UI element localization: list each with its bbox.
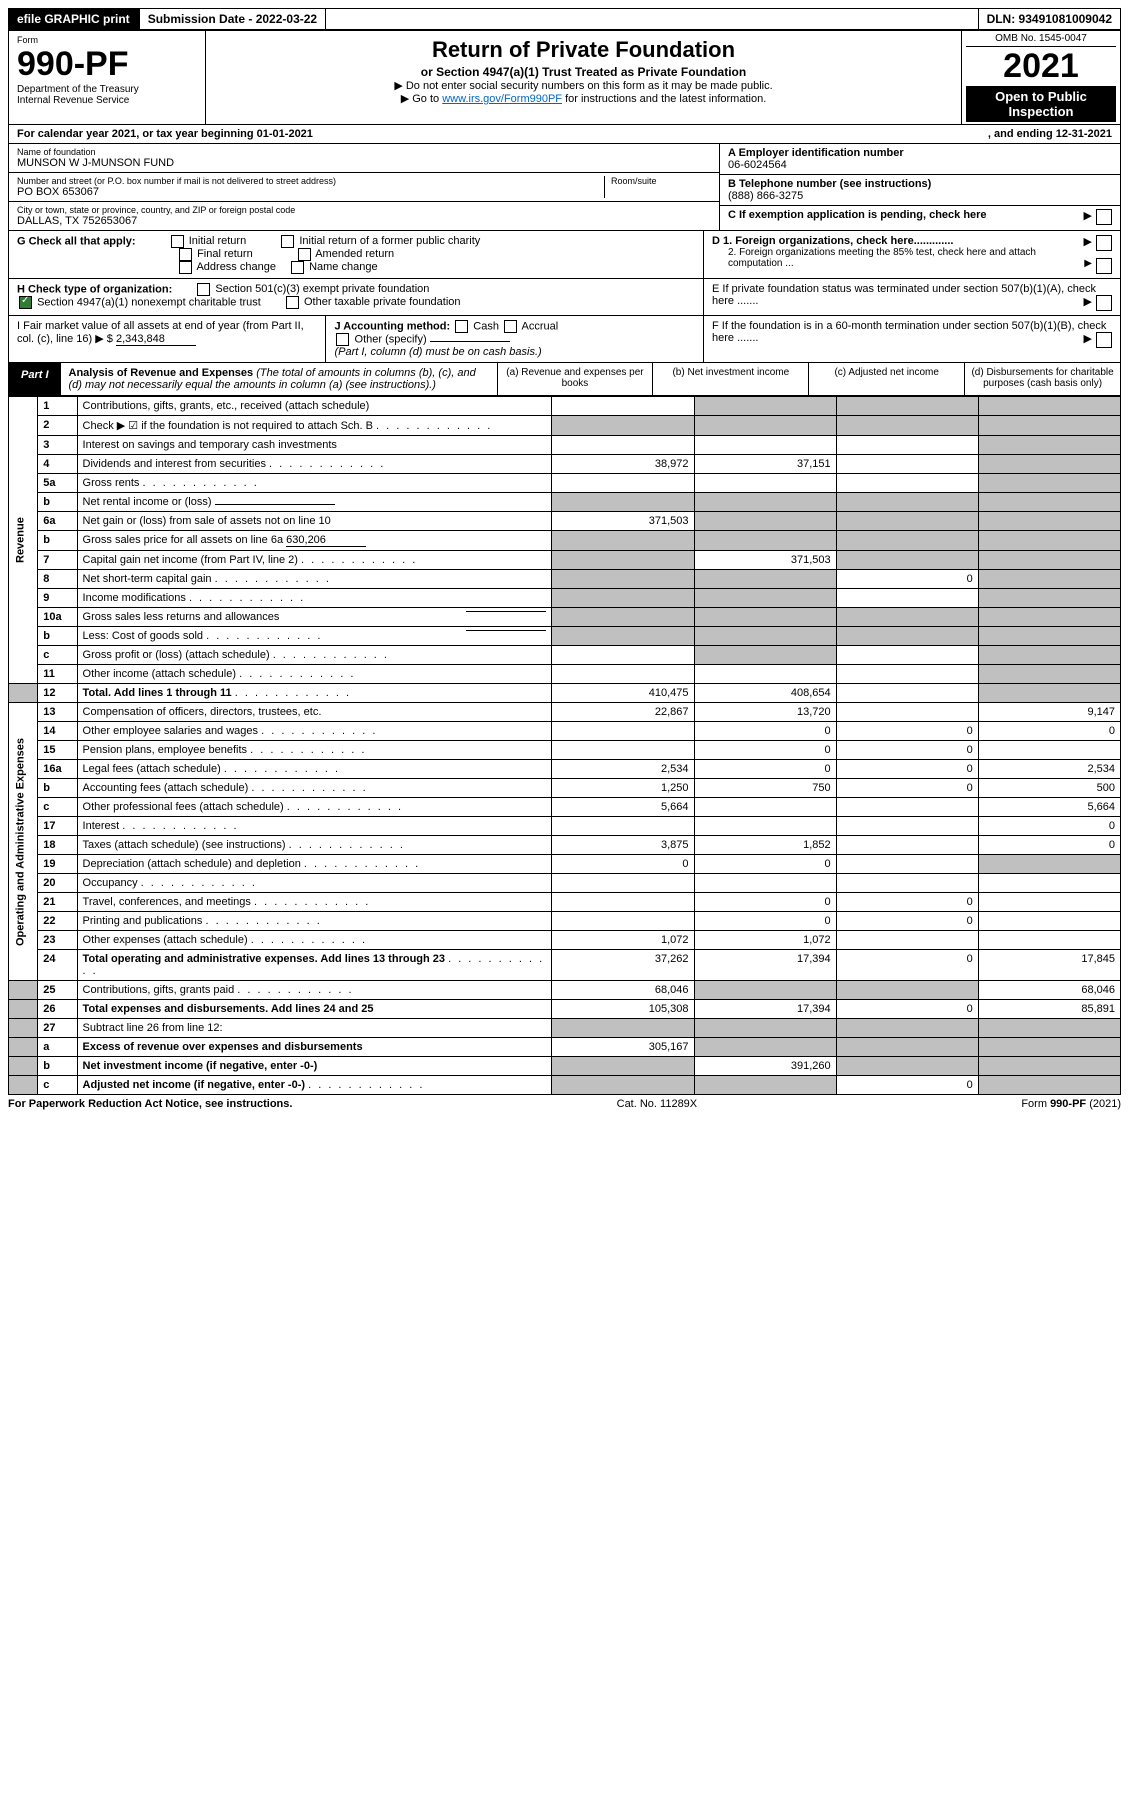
chk-initial-former[interactable] — [281, 235, 294, 248]
form-subtitle: or Section 4947(a)(1) Trust Treated as P… — [214, 65, 953, 79]
check-section-g: G Check all that apply: Initial return I… — [8, 231, 1121, 279]
open-public-1: Open to Public — [966, 89, 1116, 104]
top-bar: efile GRAPHIC print Submission Date - 20… — [8, 8, 1121, 30]
chk-namechg[interactable] — [291, 261, 304, 274]
foundation-address: PO BOX 653067 — [17, 186, 604, 198]
efile-badge: efile GRAPHIC print — [8, 8, 139, 30]
part1-title: Analysis of Revenue and Expenses — [69, 367, 254, 379]
tel-label: B Telephone number (see instructions) — [728, 178, 1112, 190]
c-checkbox[interactable] — [1096, 209, 1112, 225]
section-ij: I Fair market value of all assets at end… — [8, 316, 1121, 363]
chk-address[interactable] — [179, 261, 192, 274]
j-label: J Accounting method: — [334, 320, 450, 332]
chk-initial[interactable] — [171, 235, 184, 248]
col-c-head: (c) Adjusted net income — [808, 363, 964, 395]
city-label: City or town, state or province, country… — [17, 205, 711, 215]
footer-left: For Paperwork Reduction Act Notice, see … — [8, 1098, 292, 1110]
omb-number: OMB No. 1545-0047 — [966, 33, 1116, 47]
form-header: Form 990-PF Department of the Treasury I… — [8, 30, 1121, 125]
ein: 06-6024564 — [728, 159, 1112, 171]
tax-year: 2021 — [966, 47, 1116, 86]
h-label: H Check type of organization: — [17, 283, 172, 295]
dept-treasury: Department of the Treasury — [17, 84, 197, 95]
addr-label: Number and street (or P.O. box number if… — [17, 176, 604, 186]
revenue-label: Revenue — [9, 397, 38, 684]
f-checkbox[interactable] — [1096, 332, 1112, 348]
form-title: Return of Private Foundation — [214, 37, 953, 63]
form-number: 990-PF — [17, 45, 197, 84]
calendar-begin: For calendar year 2021, or tax year begi… — [17, 128, 313, 140]
instructions-link[interactable]: www.irs.gov/Form990PF — [442, 93, 562, 105]
ein-label: A Employer identification number — [728, 147, 1112, 159]
i-amount: 2,343,848 — [116, 333, 196, 346]
telephone: (888) 866-3275 — [728, 190, 1112, 202]
dln: DLN: 93491081009042 — [978, 8, 1121, 30]
col-a-head: (a) Revenue and expenses per books — [497, 363, 653, 395]
footer-right: Form 990-PF (2021) — [1021, 1098, 1121, 1110]
chk-501c3[interactable] — [197, 283, 210, 296]
dept-irs: Internal Revenue Service — [17, 95, 197, 106]
main-table: Revenue 1Contributions, gifts, grants, e… — [8, 396, 1121, 1095]
e-label: E If private foundation status was termi… — [712, 283, 1096, 307]
f-label: F If the foundation is in a 60-month ter… — [712, 320, 1106, 344]
foundation-info: Name of foundation MUNSON W J-MUNSON FUN… — [8, 143, 1121, 231]
name-label: Name of foundation — [17, 147, 711, 157]
d2-label: 2. Foreign organizations meeting the 85%… — [728, 247, 1036, 269]
d1-label: D 1. Foreign organizations, check here..… — [712, 235, 953, 247]
instr-ssn: ▶ Do not enter social security numbers o… — [214, 79, 953, 92]
instr-goto-pre: ▶ Go to — [401, 93, 442, 105]
chk-other-acct[interactable] — [336, 333, 349, 346]
part1-label: Part I — [9, 363, 61, 395]
room-label: Room/suite — [611, 176, 711, 186]
chk-accrual[interactable] — [504, 320, 517, 333]
chk-cash[interactable] — [455, 320, 468, 333]
part1-header: Part I Analysis of Revenue and Expenses … — [8, 363, 1121, 396]
footer-center: Cat. No. 11289X — [617, 1098, 698, 1110]
chk-amended[interactable] — [298, 248, 311, 261]
chk-other-taxable[interactable] — [286, 296, 299, 309]
foundation-city: DALLAS, TX 752653067 — [17, 215, 711, 227]
d1-checkbox[interactable] — [1096, 235, 1112, 251]
c-label: C If exemption application is pending, c… — [728, 209, 987, 221]
instr-goto-post: for instructions and the latest informat… — [565, 93, 766, 105]
calendar-end: , and ending 12-31-2021 — [988, 128, 1112, 140]
d2-checkbox[interactable] — [1096, 258, 1112, 274]
foundation-name: MUNSON W J-MUNSON FUND — [17, 157, 711, 169]
open-public-2: Inspection — [966, 104, 1116, 119]
page-footer: For Paperwork Reduction Act Notice, see … — [8, 1095, 1121, 1110]
g-label: G Check all that apply: — [17, 235, 136, 247]
opex-label: Operating and Administrative Expenses — [9, 703, 38, 981]
j-note: (Part I, column (d) must be on cash basi… — [334, 346, 541, 358]
e-checkbox[interactable] — [1096, 295, 1112, 311]
check-section-h: H Check type of organization: Section 50… — [8, 279, 1121, 316]
submission-date: Submission Date - 2022-03-22 — [139, 8, 326, 30]
form-word: Form — [17, 35, 197, 45]
calendar-year-row: For calendar year 2021, or tax year begi… — [8, 125, 1121, 143]
chk-final[interactable] — [179, 248, 192, 261]
chk-4947[interactable] — [19, 296, 32, 309]
col-b-head: (b) Net investment income — [652, 363, 808, 395]
col-d-head: (d) Disbursements for charitable purpose… — [964, 363, 1120, 395]
